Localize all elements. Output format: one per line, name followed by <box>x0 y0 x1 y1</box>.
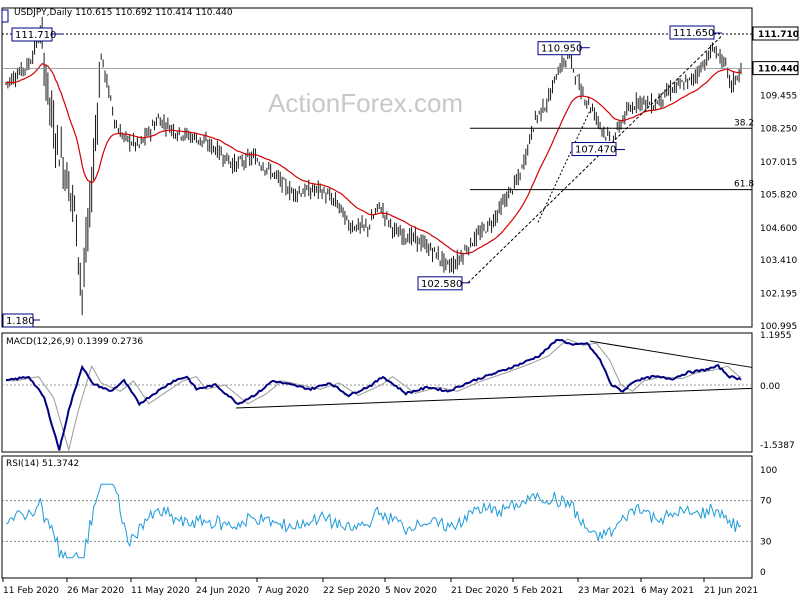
candles <box>5 16 742 316</box>
price-tick-7: 103.410 <box>760 256 797 266</box>
macd-line <box>5 338 742 451</box>
fib-38-label: 38.2 <box>734 118 754 128</box>
annotation-111650-text: 111.650 <box>673 28 714 39</box>
x-tick-label-8: 5 Feb 2021 <box>513 586 563 596</box>
price-tick-1: 110.440 <box>758 65 799 75</box>
price-tick-2: 109.455 <box>760 91 797 101</box>
price-tick-box-0 <box>752 26 799 41</box>
x-tick-label-10: 6 May 2021 <box>641 586 694 596</box>
annotation-111710-text: 111.710 <box>15 30 56 41</box>
price-tick-box-1 <box>752 61 799 76</box>
rsi-tick-70: 70 <box>760 497 772 507</box>
x-tick-label-1: 26 Mar 2020 <box>67 586 124 596</box>
annotation-111650: 111.650 <box>669 25 722 40</box>
rsi-tick-30: 30 <box>760 537 772 547</box>
x-tick-label-9: 23 Mar 2021 <box>578 586 635 596</box>
macd-tick-2: -1.5387 <box>760 441 795 451</box>
price-tick-3: 108.250 <box>760 124 797 134</box>
annotation-107470-text: 107.470 <box>575 145 616 156</box>
chart-title: USDJPY,Daily 110.615 110.692 110.414 110… <box>14 8 233 18</box>
annotation-left-top <box>1 9 9 23</box>
price-tick-5: 105.820 <box>760 191 797 201</box>
price-tick-9: 100.995 <box>760 322 797 332</box>
price-tick-0: 111.710 <box>758 30 799 40</box>
annotation-left-bottom: 1.180 <box>2 313 35 328</box>
trend-line-2 <box>537 110 591 223</box>
x-tick-label-11: 21 Jun 2021 <box>704 586 758 596</box>
annotation-110950: 110.950 <box>537 41 590 56</box>
fib-62-label: 61.8 <box>734 180 754 190</box>
x-tick-label-6: 5 Nov 2020 <box>385 586 437 596</box>
macd-lower-trend-line <box>235 387 753 409</box>
rsi-label: RSI(14) 51.3742 <box>6 459 79 469</box>
macd-upper-trend-line <box>589 340 753 368</box>
x-tick-label-2: 11 May 2020 <box>131 586 190 596</box>
macd-tick-1: 0.00 <box>760 382 780 392</box>
moving-average-line <box>6 62 742 255</box>
macd-signal-line <box>6 338 742 452</box>
price-tick-8: 102.195 <box>760 289 797 299</box>
rsi-tick-0: 0 <box>760 568 766 578</box>
macd-panel <box>1 332 753 453</box>
annotation-110950-text: 110.950 <box>541 44 582 55</box>
annotation-102580: 102.580 <box>417 276 470 291</box>
annotation-102580-text: 102.580 <box>421 279 462 290</box>
x-tick-label-7: 21 Dec 2020 <box>451 586 509 596</box>
macd-label: MACD(12,26,9) 0.1399 0.2736 <box>6 337 143 347</box>
rsi-panel <box>1 455 753 579</box>
price-tick-6: 104.600 <box>760 224 797 234</box>
macd-tick-0: 1.1955 <box>760 331 792 341</box>
trend-line <box>467 35 723 284</box>
x-tick-label-4: 7 Aug 2020 <box>257 586 309 596</box>
annotation-107470: 107.470 <box>571 142 625 157</box>
x-tick-label-0: 11 Feb 2020 <box>3 586 59 596</box>
annotation-left-bottom-text: 1.180 <box>6 316 35 327</box>
price-tick-4: 107.015 <box>760 158 797 168</box>
rsi-tick-100: 100 <box>760 466 777 476</box>
annotation-111710: 111.710 <box>11 27 64 42</box>
rsi-line <box>5 483 742 560</box>
x-tick-label-5: 22 Sep 2020 <box>323 586 380 596</box>
watermark: ActionForex.com <box>268 88 463 118</box>
x-tick-label-3: 24 Jun 2020 <box>196 586 250 596</box>
price-panel <box>1 7 753 328</box>
